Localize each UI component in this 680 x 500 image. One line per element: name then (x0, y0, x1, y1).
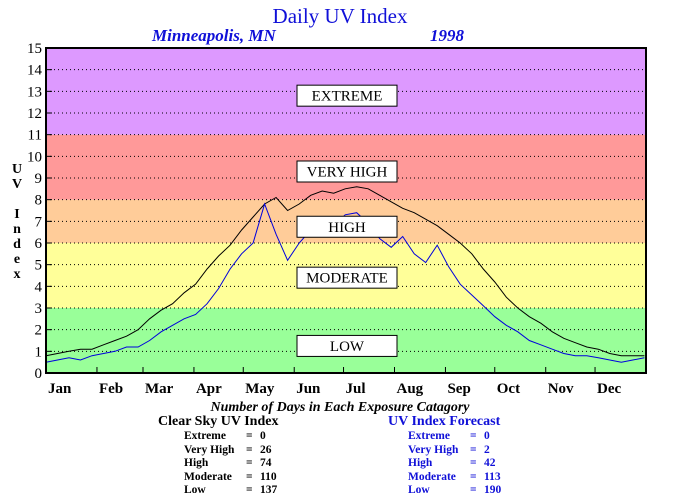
y-axis-label-letter: x (13, 267, 21, 282)
stat-value: 0 (484, 430, 490, 442)
stat-equals: = (470, 470, 477, 483)
clear-sky-stats-table: Extreme = 0 Very High = 26 High = 74 Moderate = 110… (184, 430, 277, 498)
month-label: Jan (48, 381, 72, 397)
stat-equals: = (246, 430, 253, 442)
chart-title: Daily UV Index (272, 4, 408, 28)
month-label: Feb (99, 381, 123, 397)
plot-frame (45, 47, 647, 374)
y-tick-label: 8 (35, 193, 43, 209)
stat-label: Very High (184, 443, 235, 456)
y-tick-label: 0 (35, 366, 43, 382)
band-label-box (296, 266, 398, 289)
y-tick-label: 10 (27, 149, 42, 165)
stat-value: 190 (484, 484, 502, 496)
y-axis-label-letter: V (11, 177, 23, 192)
month-label: Mar (145, 381, 174, 397)
y-tick-label: 1 (35, 344, 43, 360)
stat-label: Low (408, 484, 430, 496)
forecast-stats-title: UV Index Forecast (388, 414, 501, 429)
stat-row: Very High = 26 (184, 444, 277, 458)
band-label: LOW (330, 339, 365, 355)
stat-row: Low = 190 (408, 484, 501, 498)
band-label: VERY HIGH (307, 165, 388, 181)
y-tick-label: 14 (27, 63, 43, 79)
y-tick-label: 15 (27, 41, 42, 57)
stat-label: Extreme (408, 430, 450, 442)
stat-value: 26 (260, 443, 272, 456)
y-tick-label: 6 (35, 236, 43, 252)
y-axis-label-letter: e (13, 252, 21, 267)
stat-row: Moderate = 110 (184, 471, 277, 485)
stat-value: 42 (484, 457, 496, 469)
stat-equals: = (246, 457, 253, 469)
stat-value: 0 (260, 430, 266, 442)
forecast-series-line (45, 202, 645, 363)
stat-equals: = (470, 484, 477, 496)
chart-subtitle-location: Minneapolis, MN (152, 26, 276, 45)
stat-equals: = (246, 470, 253, 483)
stat-equals: = (470, 430, 477, 442)
y-tick-label: 2 (35, 323, 43, 339)
stats-heading: Number of Days in Each Exposure Catagory (210, 400, 470, 415)
band-label: EXTREME (312, 89, 383, 105)
band-label-box (296, 84, 398, 107)
stat-equals: = (470, 443, 477, 456)
month-label: May (245, 381, 275, 397)
y-tick-label: 9 (35, 171, 43, 187)
y-axis-label-letter: U (11, 162, 23, 177)
band-label-box (296, 334, 398, 357)
y-tick-label: 3 (35, 301, 43, 317)
stat-value: 110 (260, 470, 277, 483)
stat-label: Moderate (184, 470, 232, 483)
month-label: Jun (296, 381, 321, 397)
y-tick-label: 12 (27, 106, 42, 122)
stat-row: Very High = 2 (408, 444, 501, 458)
stat-row: Extreme = 0 (408, 430, 501, 444)
month-label: Dec (597, 381, 621, 397)
y-axis-label-letter: n (13, 222, 21, 237)
stat-value: 74 (260, 457, 272, 469)
stat-equals: = (246, 484, 253, 496)
month-label: Aug (396, 381, 423, 397)
month-label: Oct (497, 381, 520, 397)
band-label: HIGH (328, 220, 366, 236)
stat-value: 137 (260, 484, 278, 496)
stat-label: Extreme (184, 430, 226, 442)
band-label-box (296, 215, 398, 238)
stat-row: High = 42 (408, 457, 501, 471)
stat-row: High = 74 (184, 457, 277, 471)
stat-label: High (184, 457, 209, 469)
stat-equals: = (470, 457, 477, 469)
stat-label: High (408, 457, 433, 469)
y-tick-label: 7 (35, 214, 43, 230)
stat-row: Extreme = 0 (184, 430, 277, 444)
y-tick-label: 11 (28, 128, 42, 144)
month-label: Jul (346, 381, 366, 397)
chart-subtitle-year: 1998 (430, 26, 464, 45)
stat-equals: = (246, 443, 253, 456)
y-tick-label: 5 (35, 258, 43, 274)
stat-value: 2 (484, 443, 490, 456)
y-axis-label-letter: d (13, 237, 21, 252)
stat-row: Low = 137 (184, 484, 277, 498)
stat-label: Moderate (408, 470, 456, 483)
y-axis-label-letter: I (14, 207, 20, 222)
stat-label: Very High (408, 443, 459, 456)
month-label: Sep (447, 381, 470, 397)
band-label-box (296, 160, 398, 183)
month-label: Apr (196, 381, 222, 397)
clear-sky-series-line (45, 186, 645, 357)
clear-sky-stats-title: Clear Sky UV Index (158, 414, 279, 429)
stat-row: Moderate = 113 (408, 471, 501, 485)
band-label: MODERATE (306, 271, 388, 287)
stat-label: Low (184, 484, 206, 496)
stat-value: 113 (484, 470, 501, 483)
y-tick-label: 13 (27, 84, 42, 100)
month-label: Nov (548, 381, 574, 397)
forecast-stats-table: Extreme = 0 Very High = 2 High = 42 Moderate = 113 L… (408, 430, 501, 498)
y-tick-label: 4 (35, 279, 43, 295)
